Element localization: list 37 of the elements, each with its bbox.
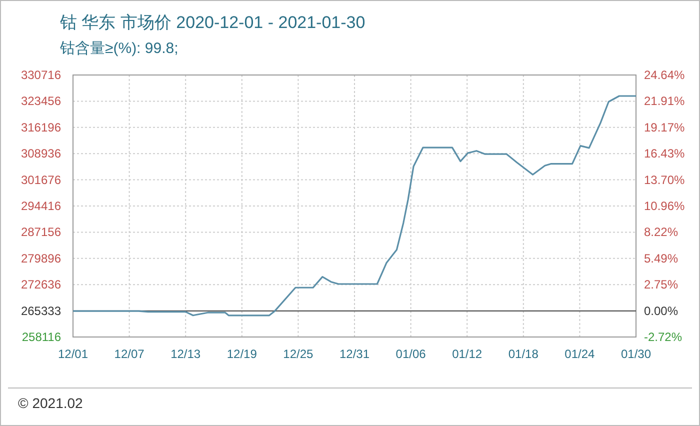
y2-tick-label: 24.64% (644, 68, 686, 82)
y-tick-label: 294416 (20, 199, 62, 213)
chart-subtitle: 钴含量≥(%): 99.8; (59, 40, 178, 57)
y2-tick-label: 21.91% (644, 94, 686, 108)
y-tick-label: 258116 (22, 330, 62, 344)
x-tick-label: 12/19 (226, 347, 258, 361)
y-tick-label: 265333 (20, 304, 62, 318)
y-tick-label: 272636 (20, 278, 62, 292)
x-tick-label: 01/30 (620, 347, 652, 361)
x-tick-label: 12/25 (283, 347, 314, 361)
y2-tick-label: 8.22% (644, 225, 678, 240)
y-tick-label: 279896 (20, 251, 62, 266)
y-tick-label: 301676 (20, 172, 62, 187)
chart-title: 钴 华东 市场价 2020-12-01 - 2021-01-30 (59, 13, 366, 32)
text: © 2021.02 (18, 395, 84, 411)
x-tick-label: 01/24 (564, 347, 596, 361)
x-tick-label: 12/31 (339, 347, 370, 361)
y-tick-label: 308936 (20, 146, 62, 161)
x-tick-label: 01/06 (396, 347, 426, 361)
y2-tick-label: 0.00% (644, 304, 678, 318)
y2-tick-label: 16.43% (644, 146, 686, 161)
x-tick-label: 01/12 (452, 347, 482, 361)
y2-tick-label: 10.96% (644, 199, 686, 213)
y2-tick-label: 5.49% (644, 251, 678, 266)
x-tick-label: 12/13 (170, 347, 201, 361)
y-tick-label: 323456 (20, 94, 62, 108)
y2-tick-label: 19.17% (644, 120, 686, 134)
x-tick-label: 12/01 (58, 347, 88, 361)
y-tick-label: 330716 (20, 68, 62, 82)
y2-tick-label: -2.72% (644, 330, 682, 344)
y-tick-label: 287156 (20, 225, 62, 240)
x-tick-label: 12/07 (114, 347, 145, 361)
line-series (72, 95, 637, 316)
y2-tick-label: 13.70% (644, 172, 686, 187)
y2-tick-label: 2.75% (644, 278, 678, 292)
y-tick-label: 316196 (20, 120, 62, 134)
x-tick-label: 01/18 (508, 347, 539, 361)
